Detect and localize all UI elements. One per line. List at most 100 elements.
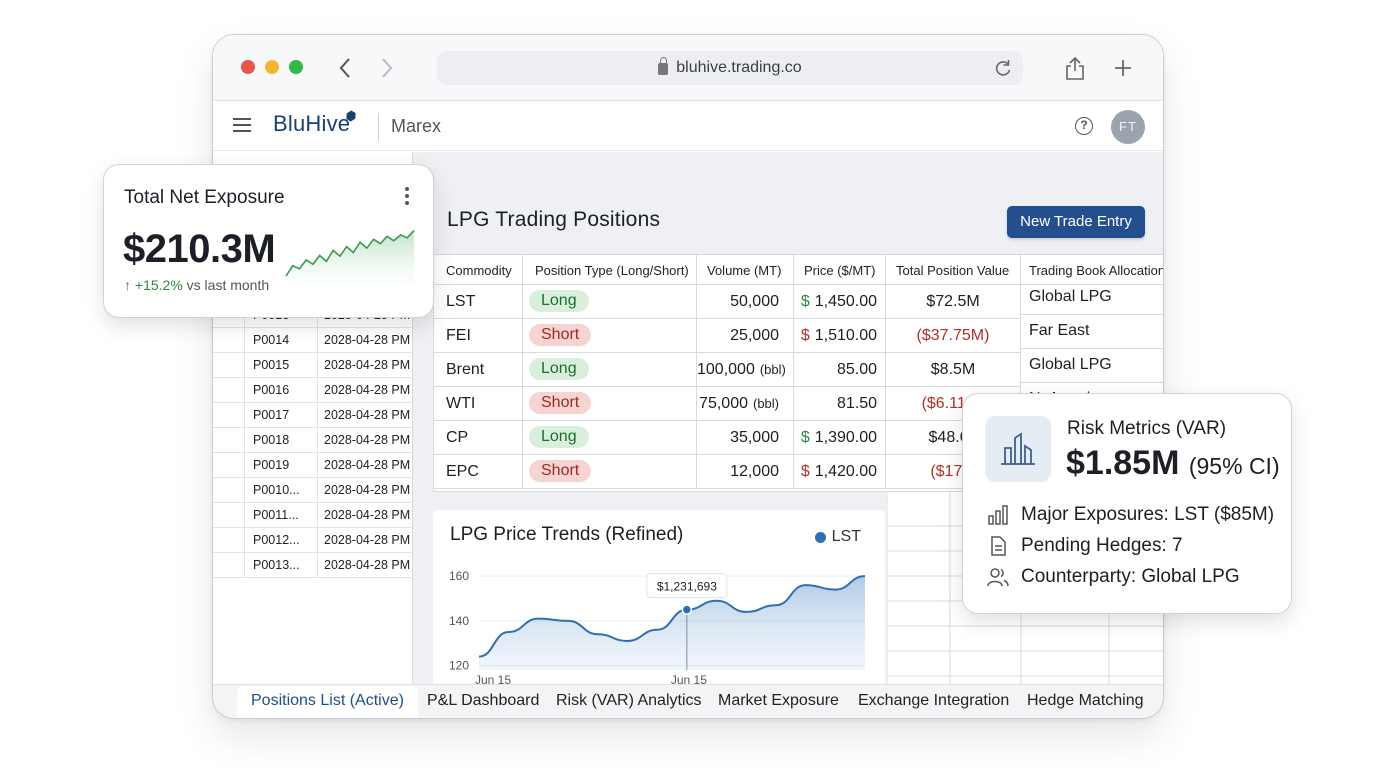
price-cell[interactable]: $1,420.00 <box>794 455 886 489</box>
address-bar[interactable]: bluhive.trading.co <box>437 51 1023 85</box>
position-type-cell[interactable]: Short <box>523 319 697 353</box>
tab-exchange-integration[interactable]: Exchange Integration <box>858 692 1010 709</box>
volume-cell[interactable]: 50,000 <box>697 285 794 319</box>
list-row[interactable]: P0016 2028-04-28 PM <box>213 378 413 403</box>
column-header[interactable]: Total Position Value <box>886 255 1021 285</box>
tab-p-l-dashboard[interactable]: P&L Dashboard <box>427 692 540 709</box>
tab-market-exposure[interactable]: Market Exposure <box>718 692 839 709</box>
commodity-cell[interactable]: FEI <box>434 319 523 353</box>
list-row[interactable]: P0017 2028-04-28 PM <box>213 403 413 428</box>
list-row[interactable]: P0013... 2028-04-28 PM <box>213 553 413 578</box>
row-gutter <box>213 353 245 378</box>
legend-dot-icon <box>814 531 826 543</box>
series-line[interactable] <box>478 575 866 658</box>
volume-cell[interactable]: 100,000 (bbl) <box>697 353 794 387</box>
row-gutter <box>213 553 245 578</box>
price-value: 85.00 <box>836 361 877 378</box>
price-cell[interactable]: $1,450.00 <box>794 285 886 319</box>
list-row[interactable]: P0015 2028-04-28 PM <box>213 353 413 378</box>
menu-icon[interactable] <box>233 118 251 132</box>
close-window-button[interactable] <box>241 60 255 74</box>
volume-value: 75,000 <box>699 395 748 412</box>
price-cell[interactable]: 85.00 <box>794 353 886 387</box>
chart-legend: LST <box>814 528 861 546</box>
data-point[interactable] <box>681 604 693 615</box>
list-row[interactable]: P0010... 2028-04-28 PM <box>213 478 413 503</box>
risk-confidence: (95% CI) <box>1188 453 1280 479</box>
trading-book-cell[interactable]: Far East <box>1021 317 1163 349</box>
position-type-badge: Long <box>529 358 589 380</box>
back-button[interactable] <box>335 55 357 81</box>
column-header[interactable]: Position Type (Long/Short) <box>523 255 697 285</box>
position-value-cell[interactable]: $8.5M <box>886 353 1021 387</box>
position-id: P0018 <box>253 433 290 447</box>
new-trade-entry-button[interactable]: New Trade Entry <box>1007 206 1145 238</box>
position-type-cell[interactable]: Short <box>523 455 697 489</box>
tooltip-text: $1,231,693 <box>657 580 717 594</box>
volume-value: 12,000 <box>730 463 779 480</box>
tab-positions-list-active[interactable]: Positions List (Active) <box>237 686 418 718</box>
bar-chart-icon <box>988 505 1008 525</box>
price-trend-chart[interactable]: 120 140 160 Jun 15 Jun 15 $1,231,693 <box>433 510 885 700</box>
exposure-value: $210.3M <box>123 227 276 271</box>
column-header[interactable]: Commodity <box>434 255 523 285</box>
commodity-cell[interactable]: Brent <box>434 353 523 387</box>
user-avatar[interactable]: FT <box>1111 110 1145 144</box>
commodity-cell[interactable]: LST <box>434 285 523 319</box>
position-type-cell[interactable]: Long <box>523 421 697 455</box>
volume-cell[interactable]: 75,000 (bbl) <box>697 387 794 421</box>
trading-book-cell[interactable]: Global LPG <box>1021 283 1163 315</box>
url-text: bluhive.trading.co <box>676 59 802 76</box>
sparkline-line <box>285 229 415 277</box>
position-date: 2028-04-28 PM <box>317 428 410 453</box>
list-row[interactable]: P0014 2028-04-28 PM <box>213 328 413 353</box>
position-date: 2028-04-28 PM <box>317 353 410 378</box>
volume-cell[interactable]: 25,000 <box>697 319 794 353</box>
tab-risk-var-analytics[interactable]: Risk (VAR) Analytics <box>556 692 702 709</box>
position-value-cell[interactable]: $72.5M <box>886 285 1021 319</box>
reload-icon[interactable] <box>993 57 1013 79</box>
list-row[interactable]: P0018 2028-04-28 PM <box>213 428 413 453</box>
trading-book-cell[interactable]: Global LPG <box>1021 351 1163 383</box>
help-icon[interactable]: ? <box>1075 117 1093 135</box>
column-header[interactable]: Price ($/MT) <box>794 255 886 285</box>
building-chart-icon <box>1001 432 1035 465</box>
position-type-cell[interactable]: Long <box>523 285 697 319</box>
commodity-cell[interactable]: CP <box>434 421 523 455</box>
list-row[interactable]: P0012... 2028-04-28 PM <box>213 528 413 553</box>
exposure-change-suffix: vs last month <box>186 277 270 293</box>
volume-cell[interactable]: 35,000 <box>697 421 794 455</box>
volume-value: 25,000 <box>730 327 779 344</box>
position-id: P0012... <box>253 533 300 547</box>
minimize-window-button[interactable] <box>265 60 279 74</box>
column-header[interactable]: Volume (MT) <box>697 255 794 285</box>
risk-line-hedges: Pending Hedges: 7 <box>987 535 1183 557</box>
risk-metrics-card: Risk Metrics (VAR) $1.85M (95% CI) Major… <box>962 393 1292 614</box>
share-icon[interactable] <box>1063 55 1087 81</box>
app-logo[interactable]: BluHive <box>273 111 351 136</box>
app-header: BluHive Marex ? FT <box>213 101 1163 151</box>
list-row[interactable]: P0019 2028-04-28 PM <box>213 453 413 478</box>
position-value-cell[interactable]: ($37.75M) <box>886 319 1021 353</box>
price-cell[interactable]: $1,510.00 <box>794 319 886 353</box>
price-cell[interactable]: 81.50 <box>794 387 886 421</box>
row-gutter <box>213 528 245 553</box>
new-tab-icon[interactable] <box>1111 55 1135 81</box>
commodity-cell[interactable]: WTI <box>434 387 523 421</box>
position-type-cell[interactable]: Long <box>523 353 697 387</box>
risk-line-counterparty: Counterparty: Global LPG <box>987 566 1240 588</box>
maximize-window-button[interactable] <box>289 60 303 74</box>
currency-symbol: $ <box>800 429 810 446</box>
currency-symbol: $ <box>800 463 810 480</box>
position-type-cell[interactable]: Short <box>523 387 697 421</box>
tab-hedge-matching[interactable]: Hedge Matching <box>1027 692 1144 709</box>
more-options-icon[interactable] <box>405 187 409 208</box>
list-row[interactable]: P0011... 2028-04-28 PM <box>213 503 413 528</box>
sparkline-area <box>286 230 414 285</box>
column-header[interactable]: Trading Book Allocation <box>1021 255 1163 285</box>
risk-value: $1.85M (95% CI) <box>1066 444 1280 483</box>
forward-button[interactable] <box>375 55 397 81</box>
volume-cell[interactable]: 12,000 <box>697 455 794 489</box>
price-cell[interactable]: $1,390.00 <box>794 421 886 455</box>
commodity-cell[interactable]: EPC <box>434 455 523 489</box>
